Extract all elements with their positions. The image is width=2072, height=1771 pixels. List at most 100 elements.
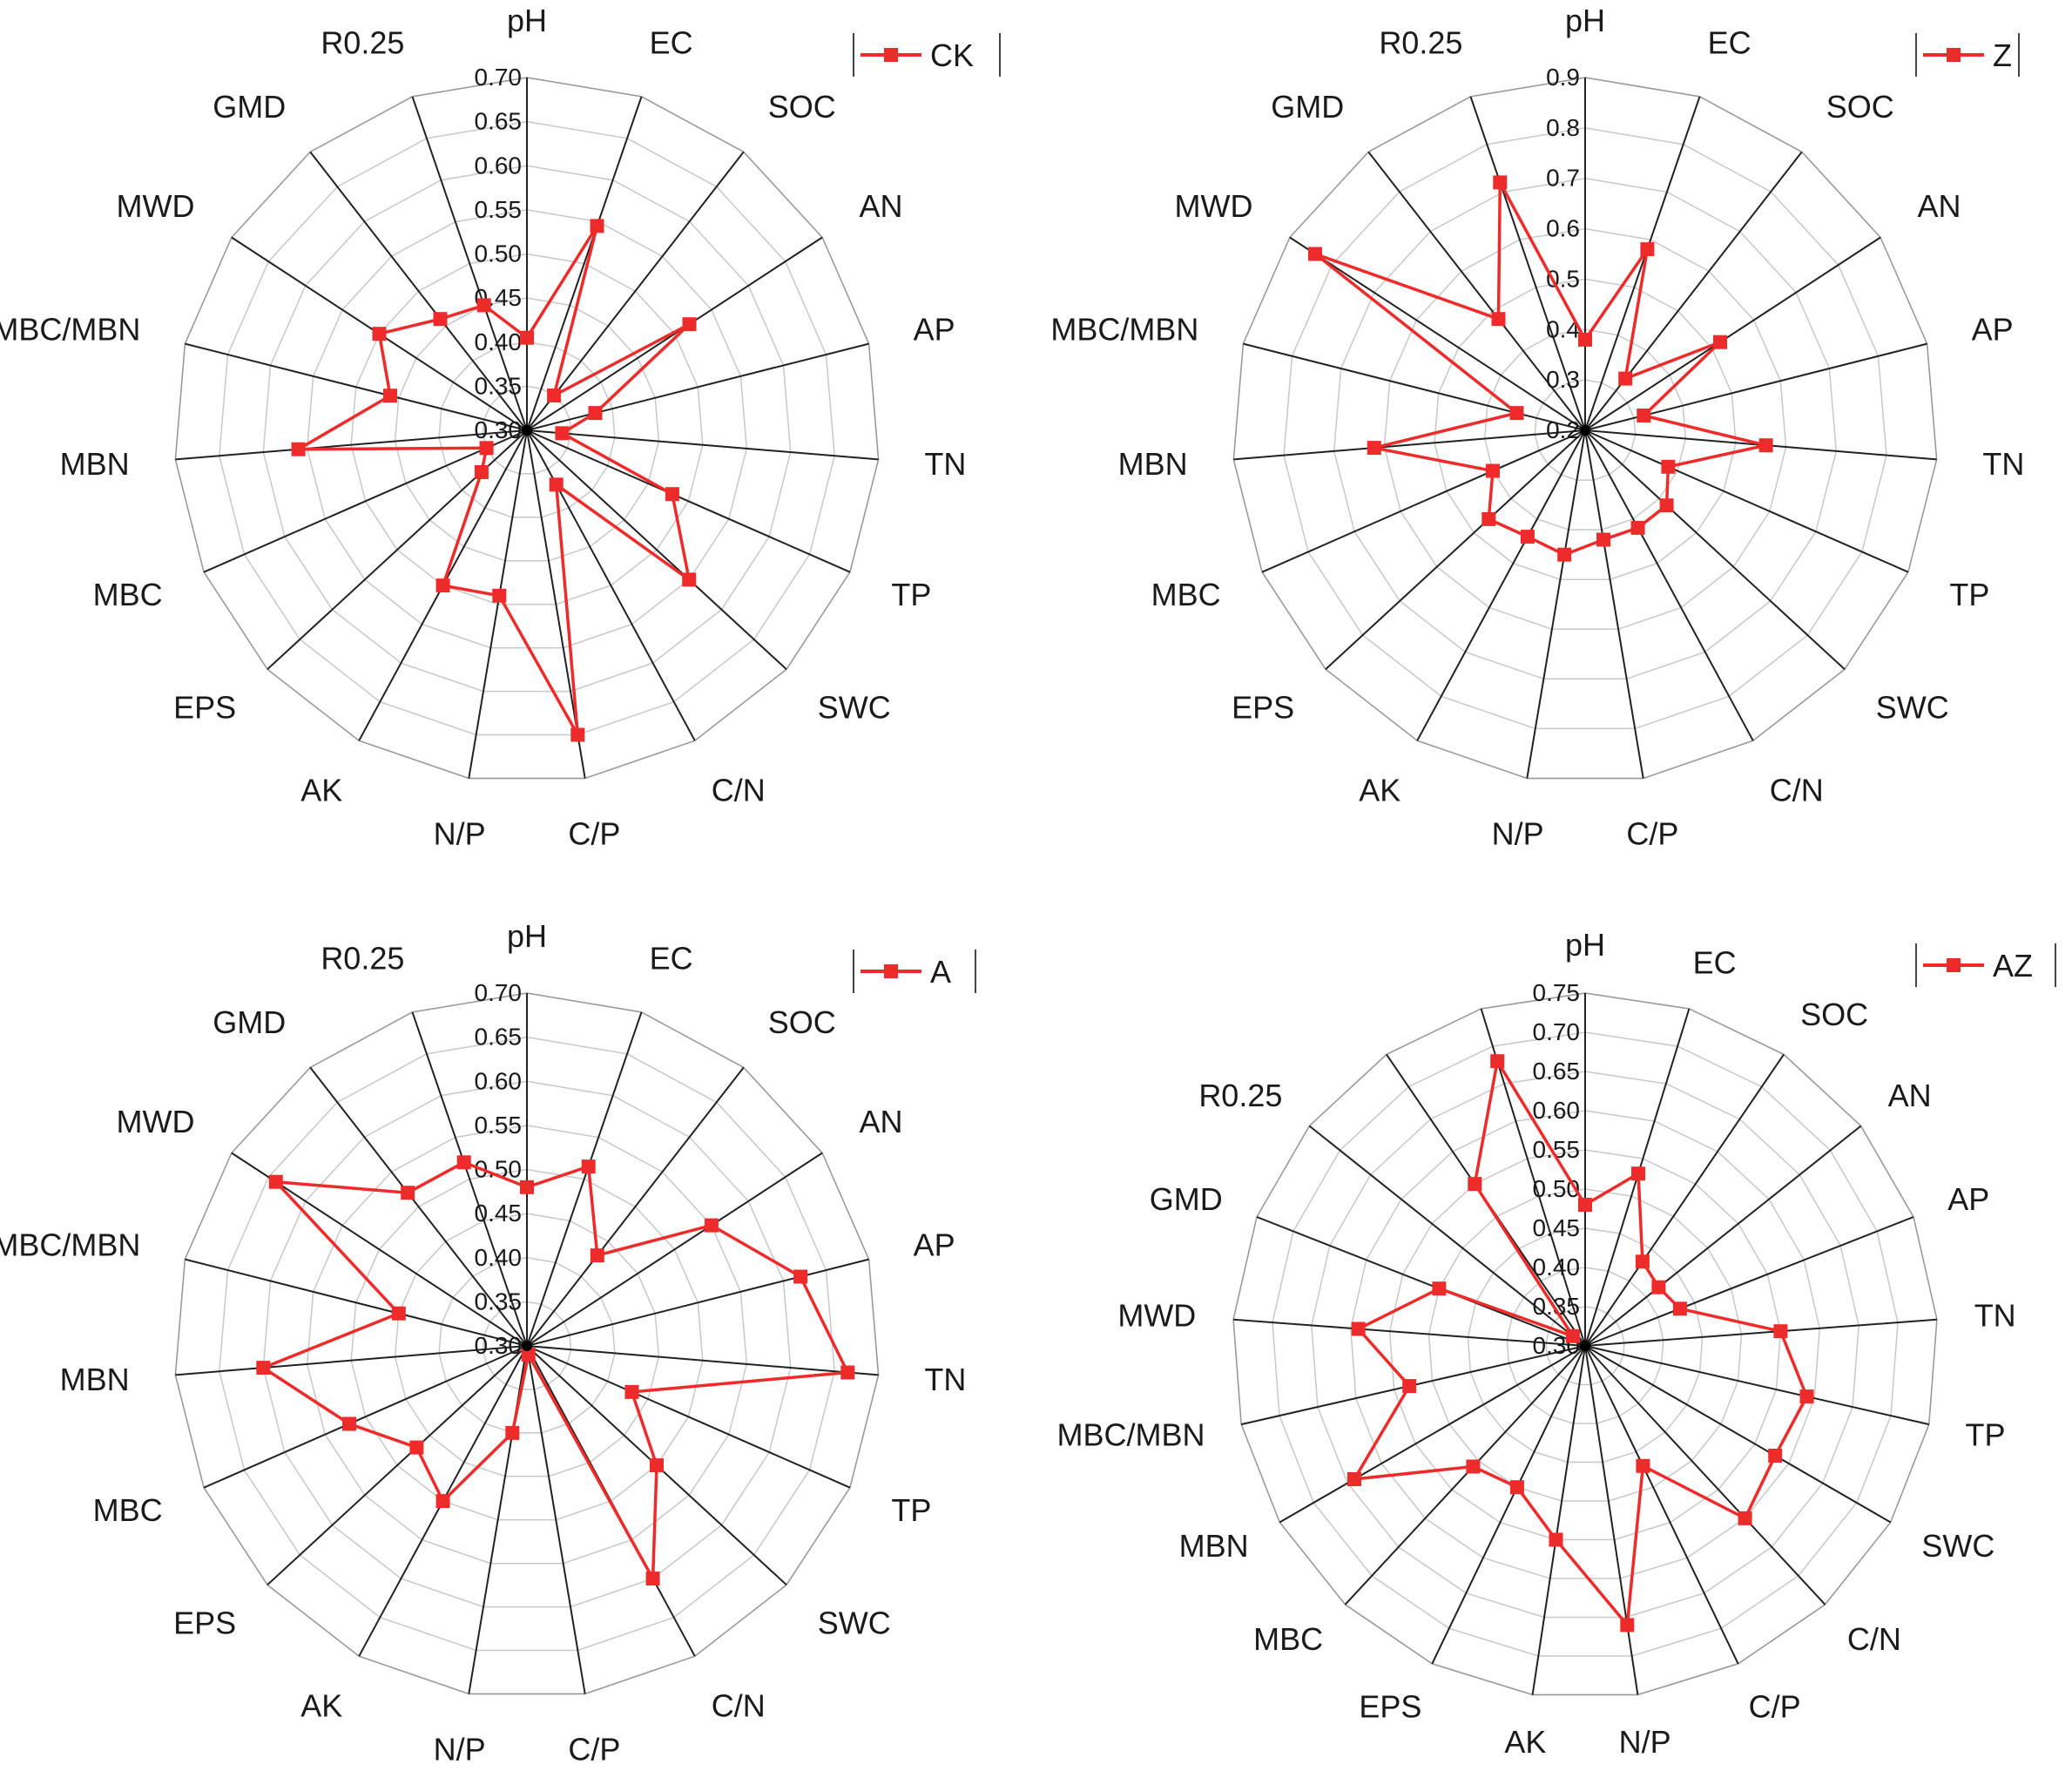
spoke-axis bbox=[1584, 1345, 1826, 1605]
grid-ring bbox=[1333, 177, 1838, 680]
data-point bbox=[1402, 1379, 1417, 1394]
tick-label: 0.70 bbox=[475, 979, 523, 1006]
spoke-axis bbox=[1584, 342, 1927, 431]
tick-label: 0.55 bbox=[475, 196, 523, 223]
category-label-eps: EPS bbox=[173, 1605, 236, 1640]
grid-ring bbox=[1427, 1188, 1743, 1502]
category-label-r0-25: R0.25 bbox=[1198, 1078, 1282, 1113]
spoke-axis bbox=[1469, 96, 1586, 431]
spoke-axis bbox=[526, 1345, 586, 1694]
series-line-ck bbox=[293, 225, 692, 736]
grid-ring bbox=[219, 1036, 835, 1652]
data-point bbox=[1549, 1532, 1563, 1547]
spoke-axis bbox=[1584, 96, 1701, 431]
spoke-axis bbox=[1233, 429, 1586, 461]
category-label-ap: AP bbox=[1947, 1181, 1989, 1217]
data-point bbox=[505, 1425, 520, 1440]
spoke-axis bbox=[1531, 1345, 1586, 1695]
data-point bbox=[1713, 335, 1727, 349]
spoke-axis bbox=[526, 1152, 823, 1347]
data-point bbox=[1661, 459, 1676, 474]
legend-label: CK bbox=[930, 37, 974, 73]
spoke-axis bbox=[1584, 1345, 1639, 1695]
category-label-eps: EPS bbox=[1232, 689, 1294, 725]
category-label-c-n: C/N bbox=[712, 772, 766, 808]
tick-label: 0.30 bbox=[475, 1332, 523, 1359]
spoke-axis bbox=[185, 1258, 528, 1347]
data-point bbox=[1637, 409, 1651, 422]
category-label-mwd: MWD bbox=[1175, 188, 1253, 224]
grid-ring bbox=[262, 1080, 792, 1608]
data-point bbox=[581, 1159, 596, 1174]
grid-ring bbox=[350, 1168, 704, 1521]
spoke-axis bbox=[1233, 1318, 1586, 1347]
tick-label: 0.45 bbox=[475, 1200, 523, 1227]
outer-ring bbox=[174, 992, 880, 1695]
data-point bbox=[1493, 175, 1508, 190]
spoke-axis bbox=[468, 429, 528, 779]
legend-label: A bbox=[930, 954, 951, 990]
spoke-axis bbox=[1584, 429, 1644, 779]
data-point bbox=[1578, 332, 1592, 347]
category-label-c-p: C/P bbox=[568, 1732, 620, 1768]
grid-ring bbox=[482, 1301, 572, 1390]
data-point bbox=[1659, 498, 1674, 513]
category-label-swc: SWC bbox=[818, 1605, 891, 1640]
data-point bbox=[590, 1248, 604, 1263]
spoke-axis bbox=[1243, 342, 1586, 431]
data-point bbox=[704, 1218, 719, 1233]
category-label-c-p: C/P bbox=[1626, 816, 1678, 852]
data-point bbox=[1367, 441, 1381, 456]
data-point bbox=[1578, 1198, 1592, 1212]
data-point bbox=[1672, 1301, 1687, 1316]
spoke-axis bbox=[1308, 1125, 1586, 1347]
tick-label: 0.35 bbox=[475, 1288, 523, 1315]
category-label-ph: pH bbox=[507, 918, 547, 954]
data-point bbox=[372, 327, 387, 341]
spoke-axis bbox=[175, 429, 528, 461]
grid-ring bbox=[438, 341, 616, 518]
category-label-c-n: C/N bbox=[1847, 1621, 1901, 1657]
legend: A bbox=[853, 950, 976, 993]
grid-ring bbox=[219, 120, 835, 736]
data-point bbox=[435, 578, 450, 593]
category-label-tp: TP bbox=[891, 577, 931, 612]
data-point bbox=[1481, 511, 1496, 526]
category-label-ap: AP bbox=[914, 1227, 955, 1263]
tick-label: 0.70 bbox=[1533, 1018, 1581, 1045]
category-label-mwd: MWD bbox=[117, 188, 195, 224]
grid-ring bbox=[306, 1125, 748, 1565]
data-point bbox=[570, 727, 585, 742]
spoke-axis bbox=[1584, 429, 1846, 671]
outer-ring bbox=[174, 77, 880, 780]
data-point bbox=[520, 330, 534, 345]
category-label-mbn: MBN bbox=[60, 446, 130, 482]
grid-ring bbox=[262, 165, 792, 693]
spoke-axis bbox=[203, 1345, 528, 1489]
tick-label: 0.60 bbox=[475, 152, 523, 179]
category-label-an: AN bbox=[1918, 188, 1961, 224]
category-label-mwd: MWD bbox=[1117, 1298, 1196, 1334]
category-label-ak: AK bbox=[1359, 772, 1400, 808]
grid-ring bbox=[482, 385, 572, 475]
radar-panel-az: 0.300.350.400.450.500.550.600.650.700.75… bbox=[1057, 927, 2056, 1760]
data-point bbox=[1620, 1618, 1635, 1632]
tick-label: 0.75 bbox=[1533, 979, 1581, 1006]
spoke-axis bbox=[526, 429, 879, 461]
data-point bbox=[1635, 1254, 1650, 1269]
spoke-axis bbox=[526, 1258, 869, 1347]
tick-label: 0.50 bbox=[475, 240, 523, 267]
data-point bbox=[682, 572, 697, 587]
category-label-ak: AK bbox=[1504, 1724, 1546, 1760]
spoke-axis bbox=[526, 151, 745, 431]
data-point bbox=[1565, 1328, 1580, 1343]
data-point bbox=[433, 312, 448, 327]
tick-label: 0.40 bbox=[475, 1244, 523, 1271]
category-label-mbc-mbn: MBC/MBN bbox=[0, 1227, 140, 1263]
category-label-swc: SWC bbox=[818, 689, 891, 725]
category-label-c-n: C/N bbox=[1770, 772, 1824, 808]
grid-ring bbox=[1534, 379, 1637, 481]
data-point bbox=[549, 477, 564, 492]
tick-label: 0.50 bbox=[1533, 1175, 1581, 1202]
spoke-axis bbox=[1584, 1125, 1862, 1347]
